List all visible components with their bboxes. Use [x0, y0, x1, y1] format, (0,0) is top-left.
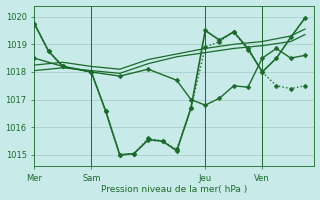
X-axis label: Pression niveau de la mer( hPa ): Pression niveau de la mer( hPa ) — [101, 185, 247, 194]
